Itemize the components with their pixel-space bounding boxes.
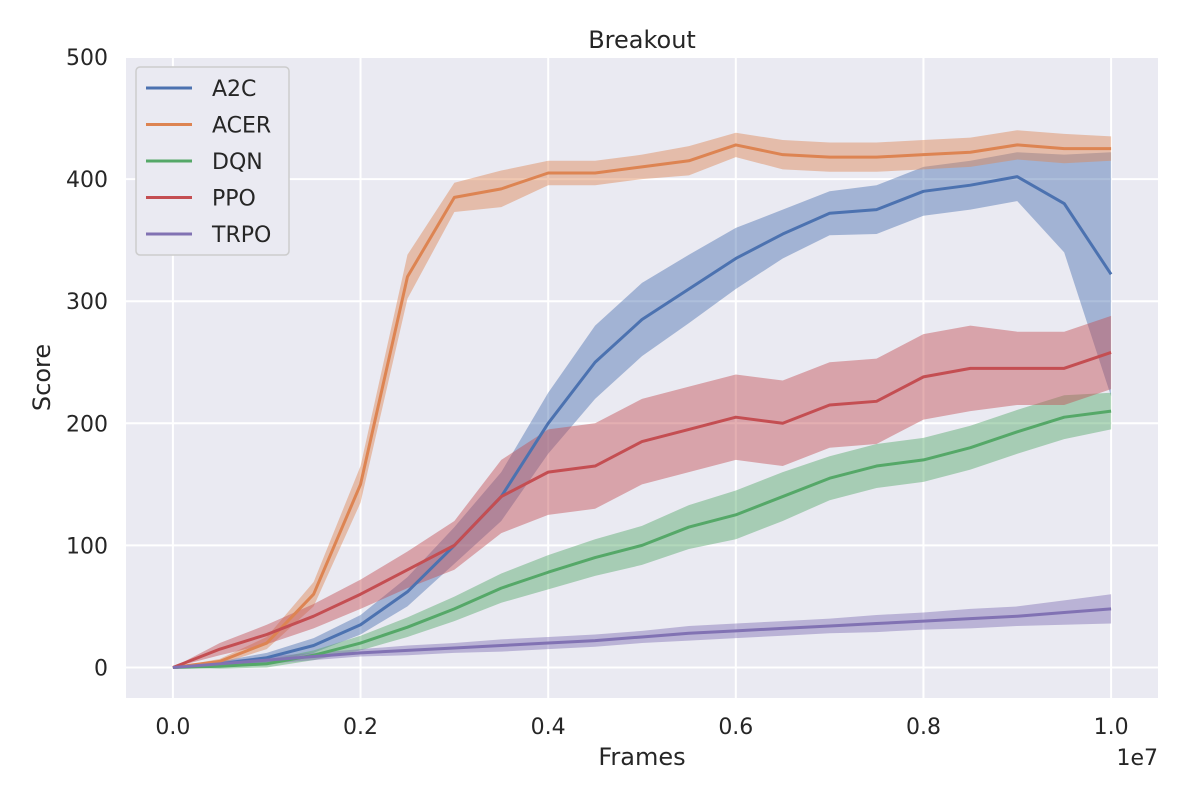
line-trpo: [172, 607, 1112, 669]
y-tick-label: 500: [66, 46, 108, 71]
chart-title: Breakout: [588, 26, 696, 54]
line-dqn: [172, 409, 1112, 669]
y-axis-ticks: 0 100 200 300 400 500: [66, 46, 108, 681]
line-a2c: [172, 175, 1113, 669]
legend: A2C ACER DQN PPO TRPO: [135, 66, 290, 256]
band-acer: [172, 130, 1112, 668]
x-axis-ticks: 0.0 0.2 0.4 0.6 0.8 1.0: [155, 715, 1128, 740]
legend-label-trpo: TRPO: [211, 223, 271, 248]
line-acer: [172, 143, 1112, 669]
x-tick-label: 0.0: [155, 715, 190, 740]
grid: [126, 56, 1158, 698]
x-tick-label: 0.2: [343, 715, 378, 740]
legend-label-ppo: PPO: [212, 187, 256, 212]
y-axis-label: Score: [28, 344, 56, 411]
series-lines: [172, 143, 1113, 669]
x-tick-label: 1.0: [1094, 715, 1129, 740]
legend-label-dqn: DQN: [212, 150, 263, 175]
plot-area: [126, 57, 1158, 698]
line-ppo: [172, 351, 1112, 669]
y-tick-label: 400: [66, 168, 108, 193]
legend-box: [135, 66, 290, 256]
x-tick-label: 0.6: [718, 715, 753, 740]
band-dqn: [172, 392, 1112, 669]
x-tick-label: 0.4: [531, 715, 566, 740]
x-tick-label: 0.8: [906, 715, 941, 740]
x-axis-label: Frames: [598, 743, 685, 771]
legend-label-a2c: A2C: [212, 77, 256, 102]
y-tick-label: 300: [66, 290, 108, 315]
band-ppo: [172, 315, 1112, 668]
y-tick-label: 100: [66, 534, 108, 559]
y-tick-label: 0: [94, 656, 108, 681]
legend-label-acer: ACER: [212, 114, 271, 139]
x-axis-offset-label: 1e7: [1116, 746, 1158, 771]
y-tick-label: 200: [66, 412, 108, 437]
